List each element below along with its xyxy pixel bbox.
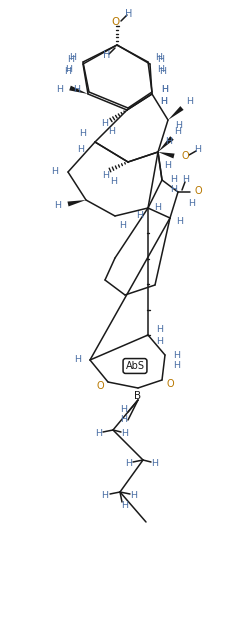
Polygon shape [67, 200, 86, 207]
Text: H: H [189, 200, 195, 208]
Text: H: H [165, 161, 172, 170]
Text: H: H [109, 127, 116, 136]
Text: H: H [171, 185, 178, 195]
Text: H: H [51, 168, 58, 176]
Text: H: H [125, 460, 132, 468]
Text: H: H [157, 325, 164, 333]
Text: H: H [121, 430, 128, 438]
Text: H: H [73, 85, 80, 94]
Text: B: B [135, 391, 142, 401]
Text: H: H [160, 67, 167, 77]
Text: H: H [165, 138, 172, 146]
Text: O: O [181, 151, 189, 161]
Text: H: H [157, 55, 165, 65]
Polygon shape [158, 152, 175, 158]
Polygon shape [158, 136, 174, 152]
Text: H: H [102, 119, 109, 129]
Text: H: H [121, 406, 128, 414]
Text: H: H [161, 97, 168, 107]
Text: H: H [56, 85, 63, 94]
Text: H: H [66, 65, 73, 75]
Text: H: H [157, 337, 164, 345]
Text: H: H [157, 65, 165, 75]
Text: O: O [112, 17, 120, 27]
Text: H: H [175, 127, 182, 136]
Text: H: H [194, 146, 201, 154]
Text: H: H [120, 222, 127, 230]
Text: H: H [121, 416, 128, 425]
Text: H: H [103, 50, 111, 60]
Text: H: H [176, 217, 183, 227]
Text: H: H [131, 492, 138, 501]
Text: H: H [154, 203, 161, 212]
Text: O: O [96, 381, 104, 391]
Text: H: H [95, 430, 102, 438]
Text: H: H [102, 492, 109, 501]
Text: H: H [186, 97, 194, 107]
Text: H: H [183, 175, 190, 185]
Text: H: H [121, 502, 128, 511]
Text: H: H [67, 55, 74, 65]
Text: H: H [69, 53, 77, 62]
Text: H: H [74, 355, 81, 364]
Text: H: H [161, 85, 168, 94]
Text: H: H [151, 460, 158, 468]
Text: H: H [77, 146, 84, 154]
Text: H: H [176, 121, 183, 131]
Text: H: H [110, 178, 117, 187]
Text: H: H [80, 129, 87, 139]
Text: H: H [102, 171, 110, 180]
Text: H: H [173, 350, 180, 359]
Text: O: O [166, 379, 174, 389]
Text: H: H [125, 9, 133, 19]
Text: H: H [65, 67, 72, 77]
Text: H: H [161, 97, 168, 107]
Text: H: H [161, 85, 168, 94]
Text: H: H [173, 360, 180, 369]
Polygon shape [168, 106, 184, 120]
Text: O: O [194, 186, 202, 196]
Text: AbS: AbS [125, 361, 145, 371]
Text: H: H [55, 200, 62, 210]
Polygon shape [69, 85, 88, 94]
Text: H: H [136, 212, 143, 220]
Text: H: H [156, 53, 162, 62]
Text: H: H [171, 175, 178, 185]
